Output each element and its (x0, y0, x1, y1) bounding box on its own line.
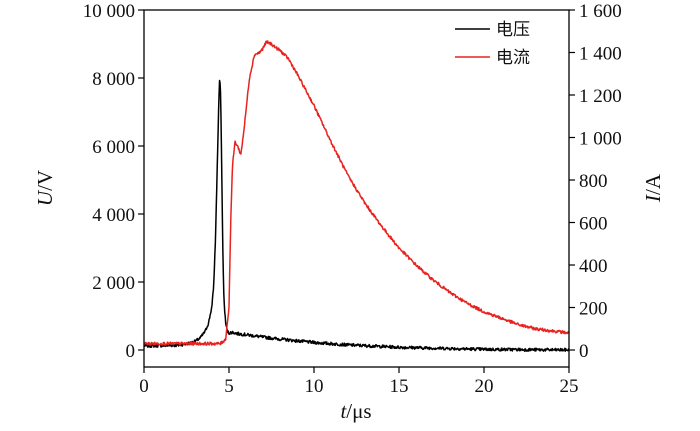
y-right-tick-label-6: 1 200 (579, 86, 622, 107)
x-tick-label-5: 25 (560, 376, 579, 397)
y-right-tick-label-5: 1 000 (579, 129, 622, 150)
y-left-tick-label-0: 0 (126, 341, 136, 362)
axes-layer (143, 9, 570, 368)
legend-label-voltage: 电压 (496, 20, 530, 40)
legend-label-current: 电流 (496, 48, 530, 68)
y-left-tick-label-3: 6 000 (92, 137, 135, 158)
y-left-tick-label-4: 8 000 (92, 69, 135, 90)
x-axis-title: t/μs (340, 399, 371, 423)
y-left-axis-title: U/V (33, 170, 57, 206)
y-right-tick-label-4: 800 (579, 171, 608, 192)
y-right-axis-title: I/A (641, 173, 665, 203)
y-right-tick-label-3: 600 (579, 214, 608, 235)
y-left-tick-label-2: 4 000 (92, 205, 135, 226)
legend: 电压 电流 (455, 20, 530, 68)
x-tick-label-0: 0 (139, 376, 149, 397)
x-tick-label-2: 10 (305, 376, 324, 397)
y-right-tick-label-1: 200 (579, 299, 608, 320)
x-tick-label-4: 20 (475, 376, 494, 397)
y-right-tick-label-8: 1 600 (579, 1, 622, 22)
series-layer (143, 40, 570, 353)
series-line-voltage (143, 79, 570, 353)
y-right-tick-label-2: 400 (579, 256, 608, 277)
y-right-tick-label-0: 0 (579, 341, 589, 362)
x-tick-label-3: 15 (390, 376, 409, 397)
plot-frame (143, 9, 570, 368)
series-line-current (143, 40, 570, 346)
y-right-tick-label-7: 1 400 (579, 44, 622, 65)
y-left-tick-label-5: 10 000 (83, 1, 135, 22)
y-left-tick-label-1: 2 000 (92, 273, 135, 294)
x-tick-label-1: 5 (224, 376, 234, 397)
